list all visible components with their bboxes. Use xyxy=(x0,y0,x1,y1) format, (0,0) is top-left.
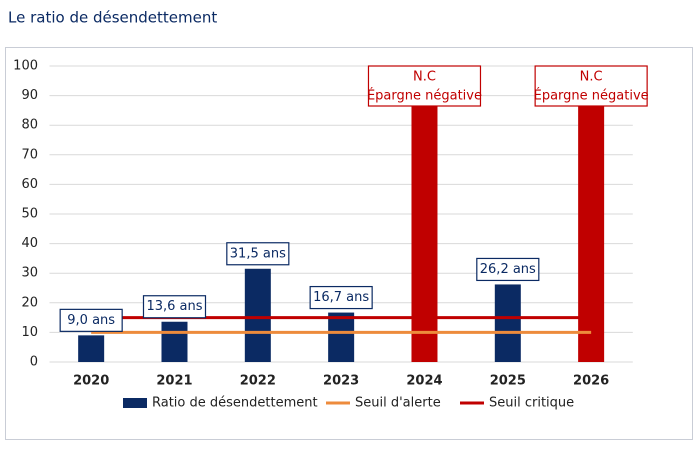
label-box xyxy=(367,65,482,107)
data-label: N.C xyxy=(580,70,603,85)
data-label: N.C xyxy=(413,70,436,85)
y-tick-label: 70 xyxy=(21,147,38,162)
y-tick-label: 0 xyxy=(30,355,38,370)
bar xyxy=(78,335,105,362)
chart-title: Le ratio de désendettement xyxy=(8,9,217,27)
bar xyxy=(494,284,521,362)
y-tick-label: 100 xyxy=(13,59,38,74)
data-label: 16,7 ans xyxy=(313,290,369,305)
data-label: 26,2 ans xyxy=(480,262,536,277)
bar xyxy=(244,268,271,362)
y-tick-label: 50 xyxy=(21,207,38,222)
y-tick-label: 10 xyxy=(21,325,38,340)
data-label: 9,0 ans xyxy=(67,313,115,328)
x-tick-label: 2025 xyxy=(490,374,526,389)
bar xyxy=(328,312,355,362)
legend-label: Ratio de désendettement xyxy=(152,396,318,411)
x-tick-label: 2021 xyxy=(156,374,192,389)
x-tick-label: 2024 xyxy=(406,374,442,389)
x-tick-label: 2023 xyxy=(323,374,359,389)
label-box xyxy=(309,285,373,310)
bar xyxy=(161,321,188,362)
label-box xyxy=(476,257,540,282)
y-tick-label: 30 xyxy=(21,266,38,281)
data-label: 31,5 ans xyxy=(230,246,286,261)
data-label: Épargne négative xyxy=(367,88,482,104)
label-box xyxy=(534,65,648,107)
label-box xyxy=(226,242,290,266)
bar xyxy=(578,66,605,362)
y-tick-label: 60 xyxy=(21,177,38,192)
label-box xyxy=(142,295,207,319)
x-tick-label: 2022 xyxy=(240,374,276,389)
y-tick-label: 40 xyxy=(21,236,38,251)
data-label: 13,6 ans xyxy=(146,299,202,314)
y-tick-label: 20 xyxy=(21,295,38,310)
chart-frame xyxy=(5,47,693,440)
data-label: Épargne négative xyxy=(534,88,649,104)
bar xyxy=(411,66,438,362)
y-tick-label: 90 xyxy=(21,88,38,103)
label-box xyxy=(59,308,123,332)
legend-label: Seuil critique xyxy=(489,396,574,411)
legend-swatch xyxy=(123,398,147,408)
x-tick-label: 2020 xyxy=(73,374,109,389)
y-tick-label: 80 xyxy=(21,118,38,133)
x-tick-label: 2026 xyxy=(573,374,609,389)
legend-label: Seuil d'alerte xyxy=(355,396,441,411)
